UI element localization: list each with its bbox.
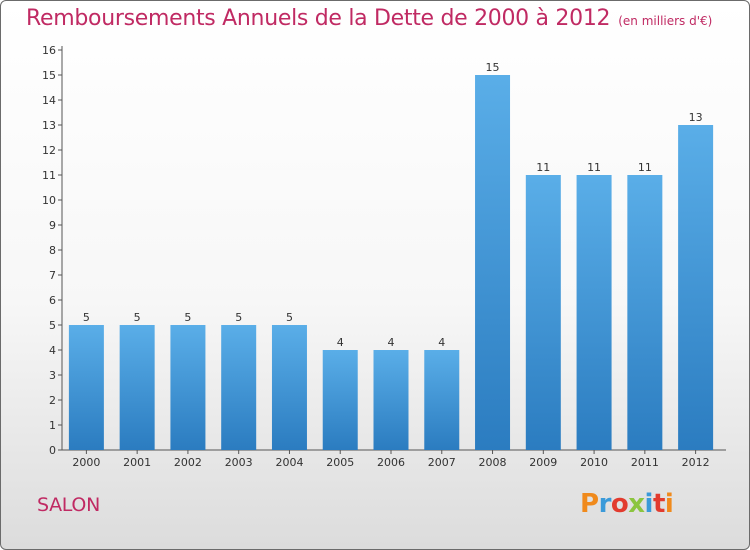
bar (221, 325, 257, 450)
x-tick-label: 2007 (428, 456, 456, 469)
y-tick-label: 0 (49, 444, 56, 457)
y-tick-label: 15 (42, 69, 56, 82)
y-tick-label: 5 (49, 319, 56, 332)
chart-title: Remboursements Annuels de la Dette de 20… (26, 6, 712, 31)
y-tick-label: 11 (42, 169, 56, 182)
data-label: 11 (536, 161, 550, 174)
x-tick-label: 2003 (225, 456, 253, 469)
data-label: 4 (438, 336, 445, 349)
y-tick-label: 1 (49, 419, 56, 432)
x-tick-label: 2004 (275, 456, 303, 469)
x-tick-label: 2008 (479, 456, 507, 469)
x-tick-label: 2000 (72, 456, 100, 469)
y-tick-label: 14 (42, 94, 56, 107)
data-label: 4 (337, 336, 344, 349)
bar (525, 175, 561, 450)
data-label: 5 (134, 311, 141, 324)
commune-name: SALON (37, 494, 100, 516)
x-tick-label: 2006 (377, 456, 405, 469)
data-label: 5 (184, 311, 191, 324)
logo-letter: i (644, 489, 654, 519)
x-tick-label: 2005 (326, 456, 354, 469)
y-tick-label: 8 (49, 244, 56, 257)
x-tick-label: 2009 (529, 456, 557, 469)
bar (271, 325, 307, 450)
bar (119, 325, 155, 450)
y-tick-label: 12 (42, 144, 56, 157)
proxiti-logo: Proxiti (580, 489, 674, 519)
x-tick-label: 2001 (123, 456, 151, 469)
bar (68, 325, 104, 450)
data-label: 11 (587, 161, 601, 174)
y-tick-label: 16 (42, 44, 56, 57)
bar (424, 350, 460, 450)
chart-subtitle: (en milliers d'€) (618, 14, 713, 28)
bar (678, 125, 714, 450)
data-label: 13 (689, 111, 703, 124)
y-tick-label: 9 (49, 219, 56, 232)
x-tick-label: 2010 (580, 456, 608, 469)
x-tick-label: 2011 (631, 456, 659, 469)
bar (576, 175, 612, 450)
y-tick-label: 6 (49, 294, 56, 307)
logo-letter: x (628, 489, 645, 519)
data-label: 5 (235, 311, 242, 324)
y-tick-label: 2 (49, 394, 56, 407)
data-label: 5 (83, 311, 90, 324)
y-tick-label: 4 (49, 344, 56, 357)
y-tick-label: 13 (42, 119, 56, 132)
bar (170, 325, 206, 450)
x-tick-label: 2012 (682, 456, 710, 469)
data-label: 11 (638, 161, 652, 174)
logo-letter: o (610, 489, 629, 519)
logo-letter: t (652, 489, 665, 519)
y-tick-label: 3 (49, 369, 56, 382)
y-tick-label: 7 (49, 269, 56, 282)
bar (475, 75, 511, 450)
y-tick-label: 10 (42, 194, 56, 207)
title-text: Remboursements Annuels de la Dette de 20… (26, 6, 611, 31)
data-label: 15 (486, 61, 500, 74)
bar (322, 350, 358, 450)
bar (373, 350, 409, 450)
logo-letter: P (580, 489, 599, 519)
data-label: 5 (286, 311, 293, 324)
x-tick-label: 2002 (174, 456, 202, 469)
data-label: 4 (388, 336, 395, 349)
bar (627, 175, 663, 450)
logo-letter: r (598, 489, 612, 519)
logo-letter: i (664, 489, 674, 519)
